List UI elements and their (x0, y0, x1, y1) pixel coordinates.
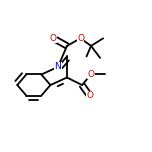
Text: N: N (55, 62, 61, 71)
Text: O: O (50, 34, 57, 43)
Text: O: O (86, 91, 93, 100)
Text: O: O (77, 34, 84, 43)
Text: O: O (88, 70, 95, 79)
